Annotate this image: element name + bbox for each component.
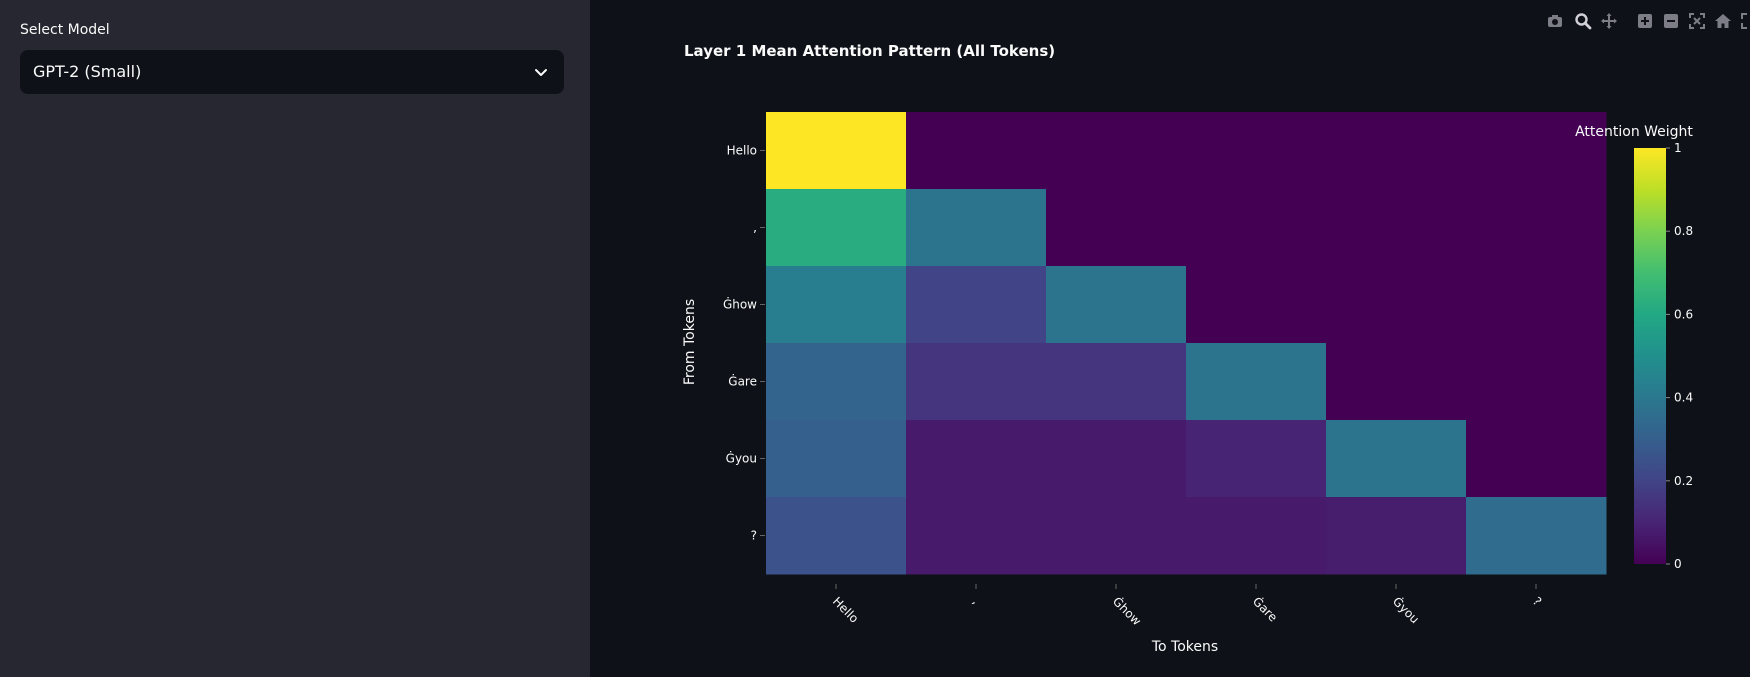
heatmap-cell[interactable] [1046, 343, 1187, 421]
heatmap-cell[interactable] [1326, 343, 1467, 421]
colorbar-tick-label: 0 [1674, 557, 1682, 571]
colorbar-tick-label: 0.6 [1674, 307, 1693, 321]
autoscale-icon[interactable] [1688, 12, 1708, 32]
heatmap-cell[interactable] [1046, 266, 1187, 344]
x-tick-label: Hello [830, 594, 861, 625]
colorbar-tick-label: 0.2 [1674, 474, 1693, 488]
y-axis-ticks: Hello, Ġhow Ġare Ġyou? [723, 144, 765, 543]
heatmap-cell[interactable] [766, 420, 907, 498]
x-tick-label: , [970, 594, 983, 607]
y-tick-label: Ġyou [726, 450, 757, 466]
x-tick-label: ? [1530, 594, 1544, 608]
heatmap-cell[interactable] [766, 266, 907, 344]
main-area: Layer 1 Mean Attention Pattern (All Toke… [590, 0, 1750, 677]
model-select[interactable]: GPT-2 (Small) [20, 50, 564, 94]
y-axis-title: From Tokens [682, 299, 698, 385]
y-tick-label: , [753, 221, 757, 235]
y-tick-label: Hello [727, 144, 757, 158]
sidebar: Select Model GPT-2 (Small) [0, 0, 590, 677]
heatmap-cell[interactable] [1326, 189, 1467, 267]
colorbar-tick-label: 0.8 [1674, 224, 1693, 238]
x-axis-title: To Tokens [1151, 639, 1218, 655]
heatmap-cell[interactable] [1186, 112, 1327, 190]
heatmap-cell[interactable] [1326, 497, 1467, 575]
heatmap-cell[interactable] [1326, 420, 1467, 498]
reset-axes-icon[interactable] [1714, 12, 1734, 32]
heatmap-cell[interactable] [1326, 266, 1467, 344]
heatmap-cell[interactable] [1046, 497, 1187, 575]
heatmap-cell[interactable] [1466, 343, 1607, 421]
chevron-down-icon [532, 63, 550, 81]
colorbar-title: Attention Weight [1575, 124, 1693, 140]
attention-heatmap-chart: Layer 1 Mean Attention Pattern (All Toke… [682, 42, 1693, 655]
heatmap-cells [766, 112, 1607, 575]
x-axis-ticks: Hello, Ġhow Ġare Ġyou? [830, 584, 1544, 628]
heatmap-cell[interactable] [1046, 189, 1187, 267]
x-tick-label: Ġare [1250, 593, 1282, 625]
y-tick-label: Ġhow [723, 296, 757, 312]
heatmap-cell[interactable] [1466, 497, 1607, 575]
heatmap-cell[interactable] [766, 497, 907, 575]
zoom-out-icon[interactable] [1662, 12, 1682, 32]
y-tick-label: Ġare [728, 373, 757, 389]
heatmap-cell[interactable] [766, 189, 907, 267]
heatmap-cell[interactable] [1466, 266, 1607, 344]
heatmap-cell[interactable] [1186, 420, 1327, 498]
heatmap-cell[interactable] [1466, 112, 1607, 190]
heatmap-cell[interactable] [1186, 189, 1327, 267]
zoom-in-icon[interactable] [1636, 12, 1656, 32]
colorbar-ticks: 0 0.2 0.4 0.6 0.8 1 [1666, 141, 1693, 571]
model-select-value: GPT-2 (Small) [33, 62, 142, 81]
heatmap-cell[interactable] [1186, 343, 1327, 421]
heatmap-cell[interactable] [1186, 497, 1327, 575]
heatmap-cell[interactable] [906, 266, 1047, 344]
heatmap-cell[interactable] [1186, 266, 1327, 344]
colorbar-tick-label: 1 [1674, 141, 1682, 155]
heatmap-cell[interactable] [766, 112, 907, 190]
x-tick-label: Ġhow [1110, 593, 1146, 629]
heatmap-cell[interactable] [1466, 189, 1607, 267]
heatmap-cell[interactable] [766, 343, 907, 421]
heatmap-cell[interactable] [1466, 420, 1607, 498]
heatmap-cell[interactable] [906, 189, 1047, 267]
heatmap-cell[interactable] [1046, 420, 1187, 498]
heatmap-cell[interactable] [1046, 112, 1187, 190]
heatmap-cell[interactable] [1326, 112, 1467, 190]
colorbar [1634, 148, 1666, 564]
heatmap-cell[interactable] [906, 420, 1047, 498]
heatmap-cell[interactable] [906, 497, 1047, 575]
zoom-icon[interactable] [1574, 12, 1594, 32]
y-tick-label: ? [751, 529, 757, 543]
chart-title: Layer 1 Mean Attention Pattern (All Toke… [684, 42, 1055, 60]
camera-icon[interactable] [1546, 12, 1566, 32]
heatmap-cell[interactable] [906, 112, 1047, 190]
select-model-label: Select Model [20, 22, 110, 38]
fullscreen-icon[interactable] [1740, 12, 1750, 32]
pan-icon[interactable] [1600, 12, 1620, 32]
colorbar-tick-label: 0.4 [1674, 391, 1693, 405]
heatmap-cell[interactable] [906, 343, 1047, 421]
x-tick-label: Ġyou [1390, 593, 1423, 626]
